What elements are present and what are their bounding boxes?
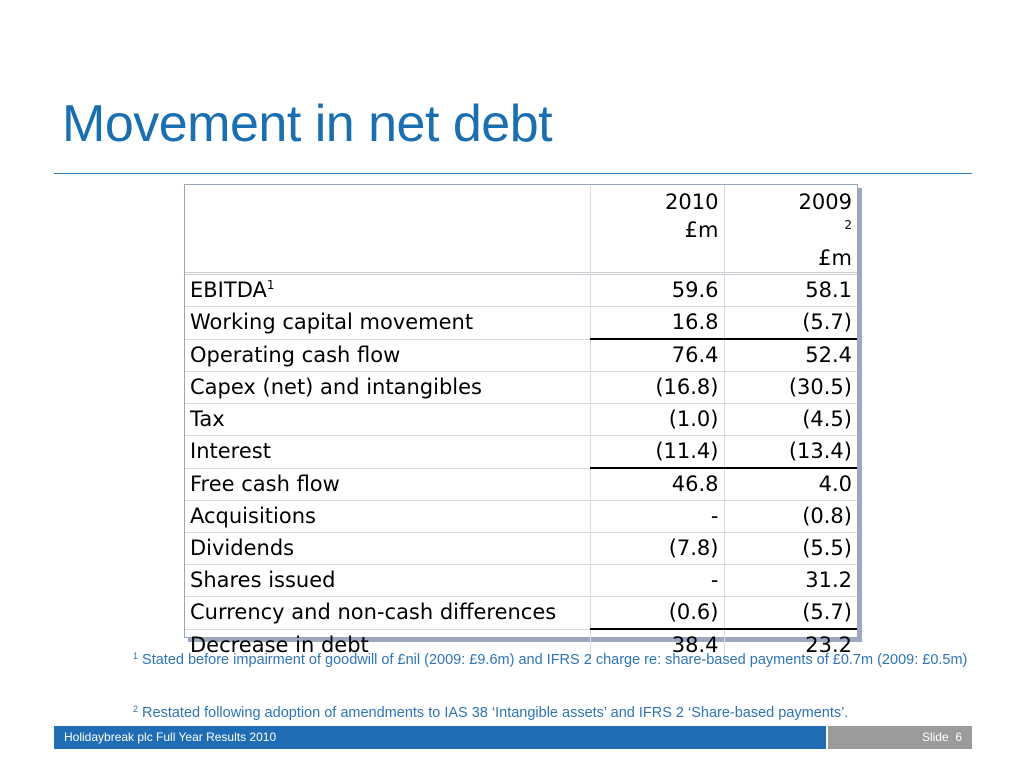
slide-number-box: Slide 6 bbox=[828, 726, 972, 749]
row-label: Working capital movement bbox=[185, 306, 591, 340]
header-year: 2009 bbox=[798, 190, 852, 214]
table-row: Decrease in debt 38.4 23.2 bbox=[185, 628, 857, 661]
footnote-1: 1 Stated before impairment of goodwill o… bbox=[133, 650, 993, 671]
table-row: Tax (1.0) (4.5) bbox=[185, 403, 857, 436]
header-unit: £m bbox=[818, 246, 852, 270]
table-row: Free cash flow 46.8 4.0 bbox=[185, 467, 857, 501]
slide-number: Slide 6 bbox=[922, 726, 962, 749]
value-2010: 38.4 bbox=[589, 628, 724, 661]
value-2009: (5.7) bbox=[723, 306, 857, 340]
slide-number-value: 6 bbox=[955, 730, 962, 744]
table-row: EBITDA1 59.6 58.1 bbox=[185, 273, 857, 307]
row-label: Shares issued bbox=[185, 564, 591, 597]
row-label: Capex (net) and intangibles bbox=[185, 371, 591, 404]
value-2010: 59.6 bbox=[589, 273, 724, 307]
value-2009: 23.2 bbox=[723, 628, 857, 661]
footnote-marker: 1 bbox=[266, 278, 275, 292]
value-2009: (30.5) bbox=[723, 371, 857, 404]
row-label: Tax bbox=[185, 403, 591, 436]
table-row: Currency and non-cash differences (0.6) … bbox=[185, 596, 857, 630]
table-row: Dividends (7.8) (5.5) bbox=[185, 532, 857, 565]
table-header-row: 2010 £m 2009 2 £m bbox=[185, 185, 857, 275]
table-row: Acquisitions - (0.8) bbox=[185, 500, 857, 533]
value-2009: (0.8) bbox=[723, 500, 857, 533]
footnote-text: Stated before impairment of goodwill of … bbox=[142, 652, 968, 668]
row-label: Currency and non-cash differences bbox=[185, 596, 591, 630]
header-year: 2010 bbox=[665, 190, 719, 214]
value-2010: - bbox=[589, 500, 724, 533]
value-2010: 46.8 bbox=[589, 467, 724, 501]
footnote-marker: 2 bbox=[133, 704, 139, 714]
value-2010: (1.0) bbox=[589, 403, 724, 436]
row-label: Interest bbox=[185, 435, 591, 469]
value-2010: - bbox=[589, 564, 724, 597]
value-2009: 52.4 bbox=[723, 338, 857, 372]
row-label: Acquisitions bbox=[185, 500, 591, 533]
value-2010: (0.6) bbox=[589, 596, 724, 630]
value-2009: (13.4) bbox=[723, 435, 857, 469]
footer-bar: Holidaybreak plc Full Year Results 2010 bbox=[54, 726, 826, 749]
table-row: Shares issued - 31.2 bbox=[185, 564, 857, 597]
value-2009: 31.2 bbox=[723, 564, 857, 597]
value-2009: (5.7) bbox=[723, 596, 857, 630]
slide-title: Movement in net debt bbox=[62, 95, 553, 153]
header-2010: 2010 £m bbox=[589, 185, 724, 275]
header-label-cell bbox=[185, 185, 591, 275]
row-label: EBITDA1 bbox=[185, 273, 591, 307]
value-2009: (4.5) bbox=[723, 403, 857, 436]
value-2010: (16.8) bbox=[589, 371, 724, 404]
table-row: Working capital movement 16.8 (5.7) bbox=[185, 306, 857, 340]
slide-label: Slide bbox=[921, 730, 949, 744]
value-2009: 4.0 bbox=[723, 467, 857, 501]
value-2010: (7.8) bbox=[589, 532, 724, 565]
footnote-marker: 1 bbox=[133, 651, 139, 661]
footnote-marker: 2 bbox=[844, 218, 852, 232]
row-label-text: EBITDA bbox=[190, 278, 267, 302]
title-divider bbox=[54, 173, 972, 174]
table-row: Interest (11.4) (13.4) bbox=[185, 435, 857, 469]
table-row: Capex (net) and intangibles (16.8) (30.5… bbox=[185, 371, 857, 404]
row-label: Dividends bbox=[185, 532, 591, 565]
row-label: Operating cash flow bbox=[185, 338, 591, 372]
header-2009: 2009 2 £m bbox=[723, 185, 857, 275]
footer-text: Holidaybreak plc Full Year Results 2010 bbox=[64, 730, 277, 744]
value-2009: (5.5) bbox=[723, 532, 857, 565]
header-unit: £m bbox=[684, 218, 719, 242]
table-row: Operating cash flow 76.4 52.4 bbox=[185, 338, 857, 372]
value-2010: 76.4 bbox=[589, 338, 724, 372]
value-2010: 16.8 bbox=[589, 306, 724, 340]
footnote-2: 2 Restated following adoption of amendme… bbox=[133, 703, 993, 724]
net-debt-table: 2010 £m 2009 2 £m EBITDA1 59.6 58.1 Worki… bbox=[184, 184, 858, 661]
value-2009: 58.1 bbox=[723, 273, 857, 307]
footnote-text: Restated following adoption of amendment… bbox=[142, 705, 849, 721]
row-label: Decrease in debt bbox=[185, 628, 591, 661]
row-label: Free cash flow bbox=[185, 467, 591, 501]
value-2010: (11.4) bbox=[589, 435, 724, 469]
